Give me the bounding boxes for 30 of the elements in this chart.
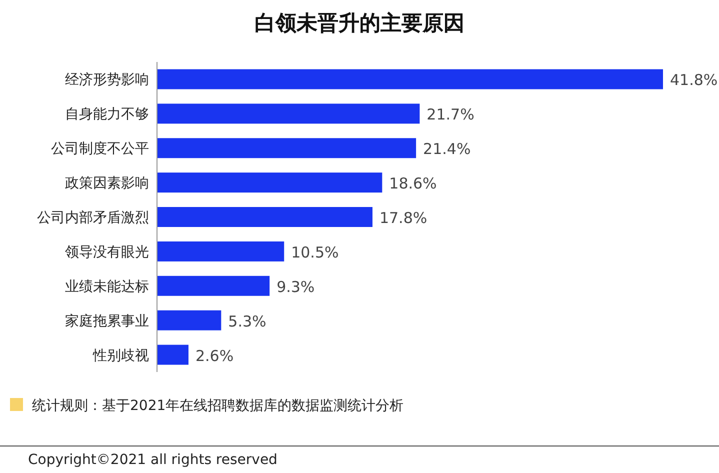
y-tick-label: 家庭拖累事业 (65, 313, 149, 330)
bar (157, 172, 382, 193)
data-label: 2.6% (195, 346, 234, 365)
data-label: 17.8% (379, 209, 428, 227)
text: 统计规则：基于2021年在线招聘数据库的数据监测统计分析 (32, 398, 404, 414)
bar (157, 207, 372, 227)
y-tick-label: 政策因素影响 (65, 176, 149, 192)
data-label: 21.4% (423, 140, 471, 158)
y-tick-label: 公司内部矛盾激烈 (37, 210, 149, 226)
data-label: 41.8% (670, 71, 718, 90)
y-tick-label: 性别歧视 (92, 348, 149, 364)
bar (157, 69, 663, 90)
y-tick-label: 业绩未能达标 (65, 278, 149, 295)
bar (157, 310, 222, 330)
bar (157, 241, 284, 262)
bar (157, 104, 420, 124)
text: Copyright©2021 all rights reserved (28, 452, 278, 468)
bar (157, 276, 270, 296)
bar (157, 138, 416, 158)
data-label: 5.3% (228, 312, 266, 330)
y-tick-label: 公司制度不公平 (51, 141, 149, 158)
y-tick-label: 自身能力不够 (65, 106, 149, 123)
data-label: 21.7% (426, 106, 474, 124)
chart-title: 白领未晋升的主要原因 (254, 11, 464, 35)
y-tick-label: 领导没有眼光 (65, 244, 149, 260)
y-tick-label: 经济形势影响 (65, 72, 149, 88)
bar (157, 344, 188, 365)
data-label: 10.5% (291, 243, 339, 262)
data-label: 9.3% (276, 278, 315, 296)
data-label: 18.6% (389, 174, 437, 193)
